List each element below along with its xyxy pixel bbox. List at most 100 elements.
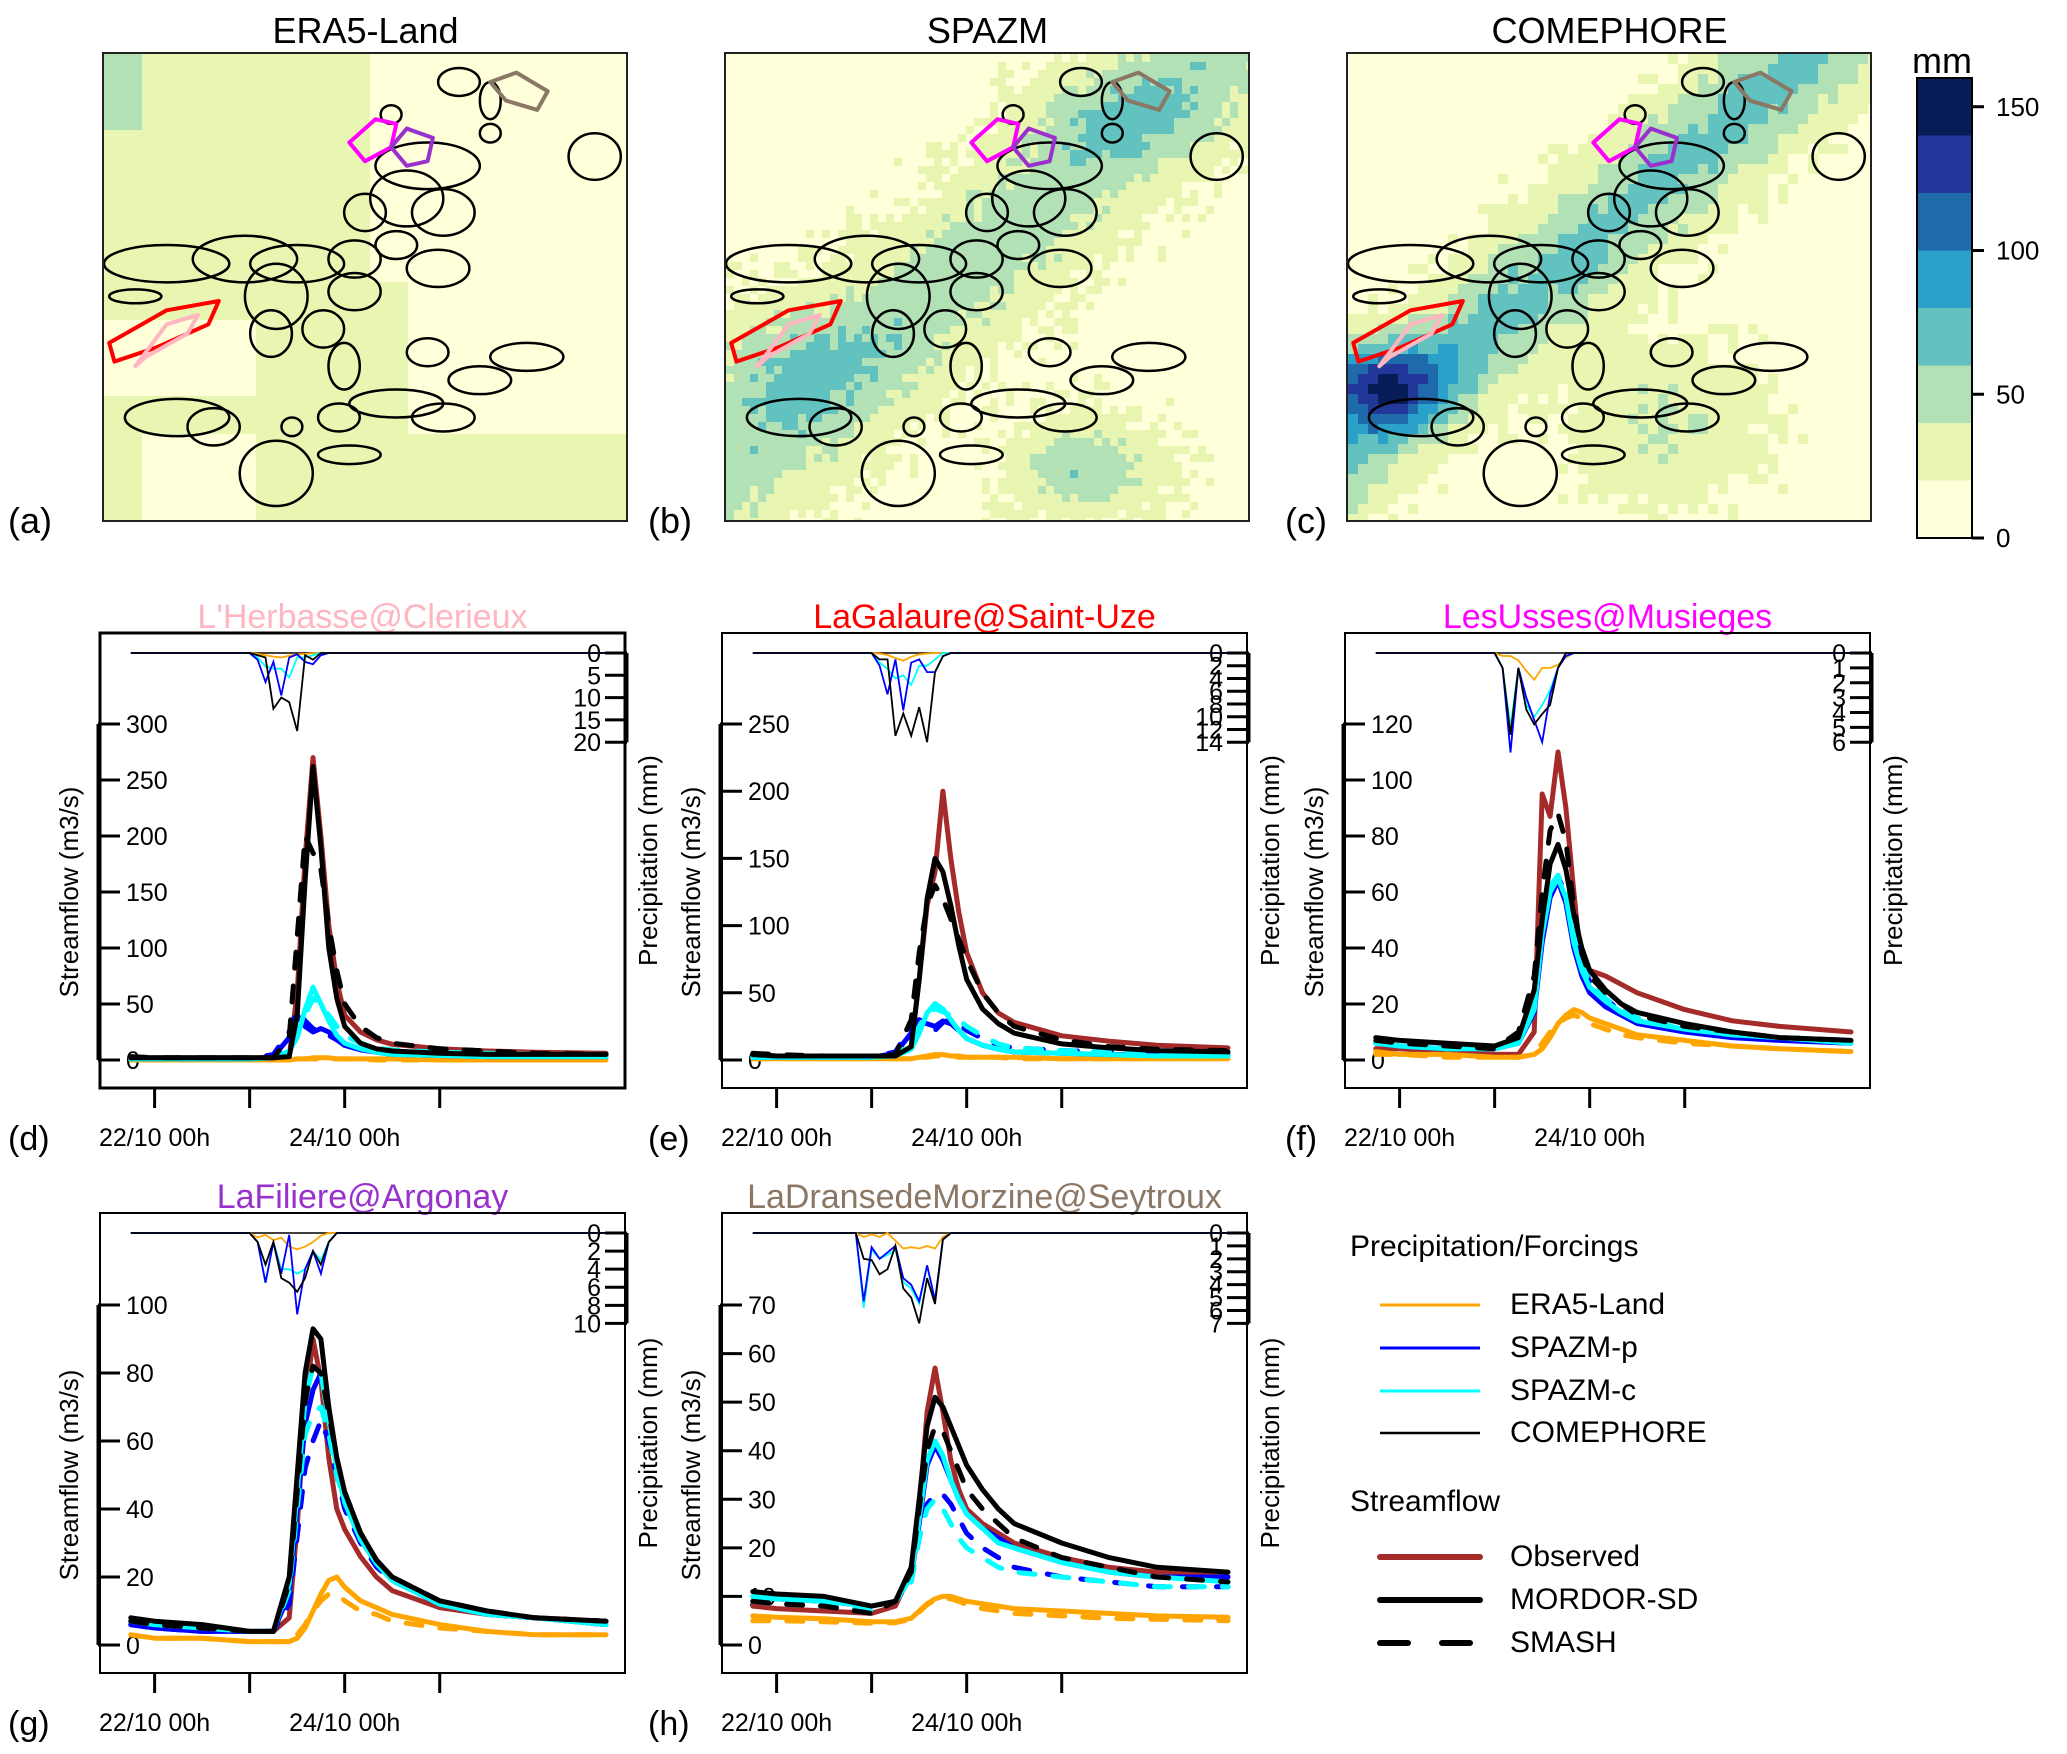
map-cell [1578,114,1589,125]
map-cell [1158,246,1167,255]
map-cell [1468,94,1479,105]
map-cell [1222,166,1231,175]
map-cell [1070,366,1079,375]
map-cell [838,334,847,343]
map-cell [1768,164,1779,175]
map-cell [918,150,927,159]
map-cell [1070,246,1079,255]
map-cell [1142,246,1151,255]
map-cell [1174,174,1183,183]
map-cell [750,62,759,71]
map-cell [798,358,807,367]
map-cell [1134,246,1143,255]
map-cell [1230,342,1239,351]
map-cell [1118,174,1127,183]
map-cell [742,166,751,175]
map-cell [1118,238,1127,247]
map-cell [1150,422,1159,431]
map-cell [1230,414,1239,423]
map-cell [734,238,743,247]
map-cell [910,254,919,263]
map-cell [1518,184,1529,195]
map-cell [1198,278,1207,287]
map-cell [1022,430,1031,439]
map-cell [830,294,839,303]
map-cell [966,430,975,439]
map-cell [846,310,855,319]
map-cell [1598,124,1609,135]
map-cell [1142,254,1151,263]
map-cell [734,278,743,287]
map-cell [870,158,879,167]
map-cell [990,518,999,520]
map-cell [1078,270,1087,279]
map-cell [950,254,959,263]
map-cell [926,198,935,207]
map-cell [1142,150,1151,159]
map-cell [886,174,895,183]
map-cell [1858,94,1869,105]
map-cell [1658,104,1669,115]
map-cell [846,94,855,103]
map-cell [822,86,831,95]
map-cell [1158,278,1167,287]
map-cell [870,150,879,159]
map-cell [878,198,887,207]
map-cell [798,238,807,247]
map-cell [934,462,943,471]
map-cell [1448,54,1459,65]
map-cell [1094,78,1103,87]
map-cell [1748,64,1759,75]
map-cell [966,86,975,95]
map-cell [894,390,903,399]
map-cell [1126,94,1135,103]
map-cell [862,350,871,359]
map-cell [1198,262,1207,271]
map-cell [1102,126,1111,135]
map-cell [1688,114,1699,125]
map-cell [1238,206,1247,215]
map-cell [1102,446,1111,455]
map-cell [918,406,927,415]
map-cell [742,294,751,303]
map-cell [1728,124,1739,135]
map-cell [1206,62,1215,71]
map-cell [1126,510,1135,519]
map-cell [1808,54,1819,65]
map-cell [1718,114,1729,125]
map-cell [910,110,919,119]
map-cell [1174,486,1183,495]
map-cell [1182,518,1191,520]
map-cell [774,246,783,255]
map-cell [766,510,775,519]
map-cell [1030,294,1039,303]
map-cell [1086,454,1095,463]
map-cell [1198,398,1207,407]
map-cell [1158,270,1167,279]
map-cell [1158,286,1167,295]
map-cell [1798,104,1809,115]
map-cell [1062,310,1071,319]
map-cell [1498,144,1509,155]
map-cell [1398,114,1409,125]
map-cell [990,334,999,343]
map-cell [1238,302,1247,311]
map-cell [1022,238,1031,247]
map-cell [926,446,935,455]
map-cell [790,150,799,159]
map-cell [218,92,257,131]
map-cell [734,382,743,391]
map-cell [1038,486,1047,495]
map-cell [750,198,759,207]
map-cell [782,134,791,143]
map-cell [966,142,975,151]
map-cell [1150,214,1159,223]
map-cell [750,230,759,239]
map-cell [982,54,991,63]
map-cell [814,102,823,111]
map-cell [854,78,863,87]
map-cell [1246,86,1248,95]
map-cell [870,462,879,471]
map-cell [1038,214,1047,223]
catchment-outline [1111,341,1187,373]
